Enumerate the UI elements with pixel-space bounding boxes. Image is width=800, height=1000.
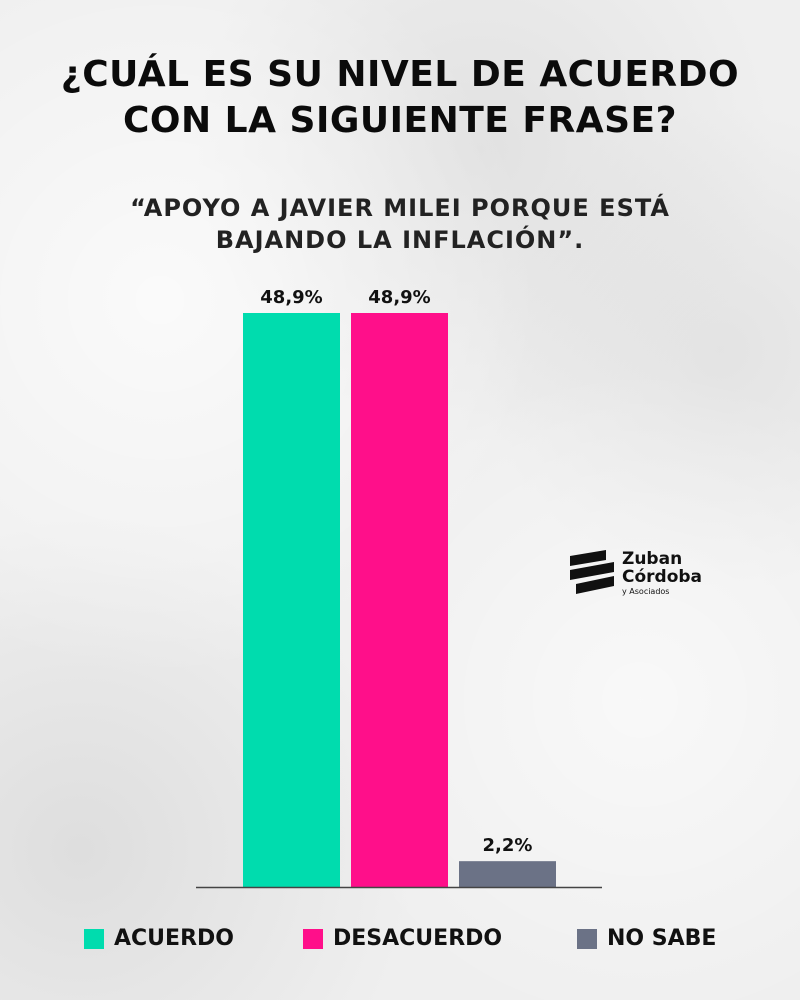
brand-name: Zuban Córdoba y Asociados (622, 550, 702, 598)
legend-swatch (303, 928, 323, 949)
chart-legend: ACUERDO DESACUERDO NO SABE (0, 926, 800, 956)
bar-desacuerdo (351, 313, 448, 887)
legend-swatch (84, 928, 104, 949)
bar-value-label: 48,9% (260, 287, 322, 308)
legend-item-acuerdo: ACUERDO (84, 926, 234, 951)
bar-no-sabe (459, 861, 556, 887)
chart-subtitle-line-2: BAJANDO LA INFLACIÓN”. (215, 226, 585, 254)
zuban-logo-icon (570, 550, 614, 594)
legend-swatch (577, 928, 597, 949)
legend-label: DESACUERDO (333, 926, 503, 951)
bar-value-label: 2,2% (483, 835, 533, 856)
brand-line-2: Córdoba (622, 567, 703, 587)
legend-label: NO SABE (607, 926, 717, 951)
brand-logo: Zuban Córdoba y Asociados (568, 548, 708, 608)
brand-line-3: y Asociados (622, 587, 670, 596)
legend-item-desacuerdo: DESACUERDO (303, 926, 502, 951)
chart-title: ¿CUÁL ES SU NIVEL DE ACUERDO CON LA SIGU… (0, 52, 800, 144)
legend-item-no-sabe: NO SABE (577, 926, 716, 951)
brand-line-1: Zuban (622, 549, 683, 569)
chart-subtitle-line-1: “APOYO A JAVIER MILEI PORQUE ESTÁ (130, 194, 670, 222)
bar-acuerdo (243, 313, 340, 887)
chart-title-line-2: CON LA SIGUIENTE FRASE? (123, 100, 677, 141)
chart-title-line-1: ¿CUÁL ES SU NIVEL DE ACUERDO (60, 54, 740, 95)
bar-value-label: 48,9% (368, 287, 430, 308)
legend-label: ACUERDO (114, 926, 234, 951)
chart-subtitle: “APOYO A JAVIER MILEI PORQUE ESTÁ BAJAND… (0, 192, 800, 256)
